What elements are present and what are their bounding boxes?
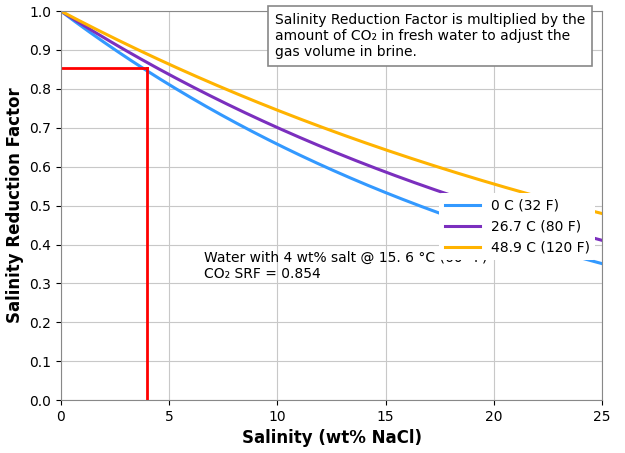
48.9 C (120 F) [599,211,606,216]
Legend: 0 C (32 F), 26.7 C (80 F), 48.9 C (120 F): 0 C (32 F), 26.7 C (80 F), 48.9 C (120 F… [439,193,595,260]
0 C (32 F) [57,8,64,14]
26.7 C (80 F) [318,144,325,149]
48.9 C (120 F) [57,8,64,14]
48.9 C (120 F) [501,184,508,190]
0 C (32 F) [314,161,322,166]
26.7 C (80 F) [379,169,387,174]
26.7 C (80 F) [599,238,606,243]
X-axis label: Salinity (wt% NaCl): Salinity (wt% NaCl) [241,429,421,448]
0 C (32 F) [379,189,387,194]
48.9 C (120 F) [350,136,358,141]
Line: 48.9 C (120 F): 48.9 C (120 F) [61,11,602,213]
48.9 C (120 F) [586,207,593,213]
26.7 C (80 F) [501,210,508,215]
Y-axis label: Salinity Reduction Factor: Salinity Reduction Factor [6,88,24,323]
0 C (32 F) [501,232,508,238]
0 C (32 F) [318,162,325,168]
48.9 C (120 F) [314,123,322,129]
26.7 C (80 F) [57,8,64,14]
26.7 C (80 F) [314,143,322,148]
0 C (32 F) [599,261,606,266]
Text: Water with 4 wt% salt @ 15. 6 °C (60 °F)
CO₂ SRF = 0.854: Water with 4 wt% salt @ 15. 6 °C (60 °F)… [204,251,488,281]
Line: 0 C (32 F): 0 C (32 F) [61,11,602,264]
Line: 26.7 C (80 F): 26.7 C (80 F) [61,11,602,241]
48.9 C (120 F) [379,146,387,152]
26.7 C (80 F) [350,157,358,163]
0 C (32 F) [350,177,358,182]
26.7 C (80 F) [586,234,593,240]
48.9 C (120 F) [318,124,325,130]
0 C (32 F) [586,257,593,263]
Text: Salinity Reduction Factor is multiplied by the
amount of CO₂ in fresh water to a: Salinity Reduction Factor is multiplied … [275,13,585,59]
